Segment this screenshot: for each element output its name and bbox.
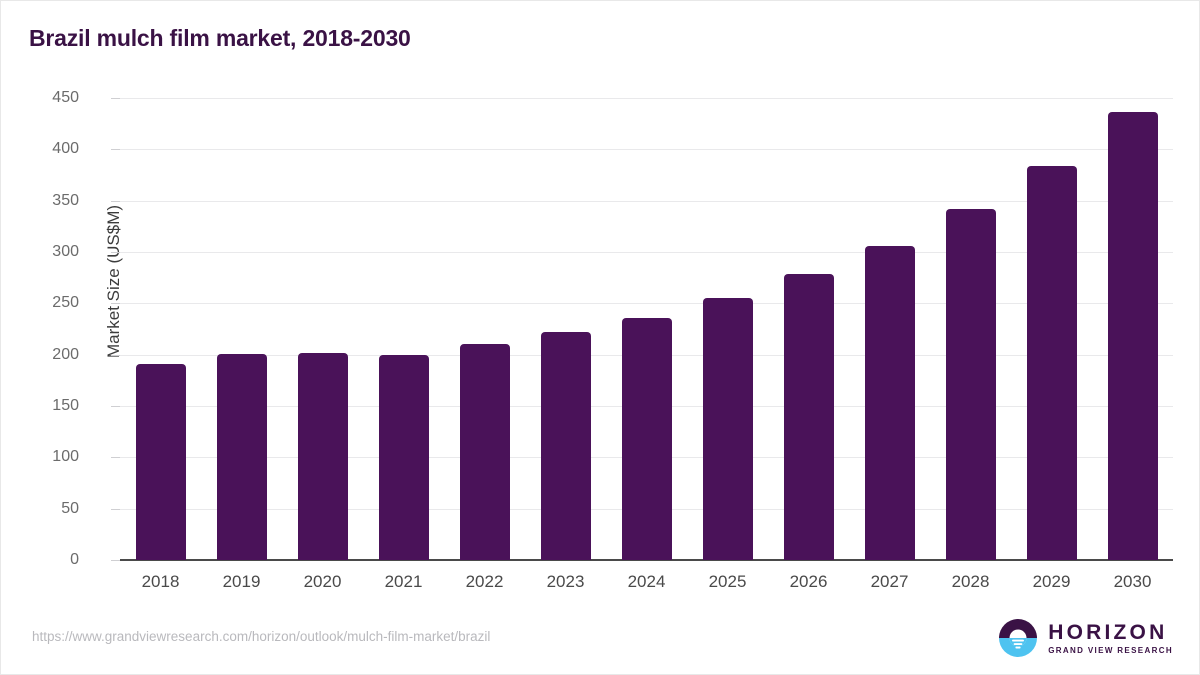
bar[interactable] (621, 317, 672, 560)
bar[interactable] (540, 332, 591, 560)
y-axis-tick-label: 300 (52, 243, 79, 260)
x-axis-line (120, 559, 1173, 561)
bar[interactable] (945, 208, 996, 560)
y-axis-tick-mark (111, 457, 120, 459)
x-axis-tick-label: 2019 (222, 572, 261, 591)
bar-series (120, 98, 1173, 560)
horizon-logo-tagline: GRAND VIEW RESEARCH (1048, 645, 1173, 655)
bar-slot (525, 98, 606, 560)
y-axis-tick-label: 50 (61, 499, 79, 517)
horizon-logo-text: HORIZON GRAND VIEW RESEARCH (1048, 622, 1173, 655)
y-axis-tick-mark (111, 252, 120, 253)
y-axis-tick-mark (111, 98, 120, 99)
x-axis-tick-label: 2027 (870, 572, 909, 591)
x-axis-tick-label: 2026 (789, 572, 828, 591)
source-url[interactable]: https://www.grandviewresearch.com/horizo… (32, 629, 491, 644)
gridline (120, 149, 1173, 151)
plot-area: Market Size (US$M) 0 50 100 150 200 250 300 350… (52, 89, 1173, 591)
y-axis-tick-label: 250 (52, 294, 79, 312)
horizon-logo-icon (999, 619, 1038, 657)
bar-slot (120, 98, 201, 560)
bar[interactable] (702, 298, 753, 560)
x-axis-tick-label: 2028 (951, 572, 990, 591)
y-axis-tick-label: 0 (70, 551, 79, 568)
x-axis-tick-label: 2021 (384, 572, 423, 591)
bar[interactable] (783, 273, 834, 560)
bar[interactable] (297, 352, 348, 560)
y-axis-tick-label: 200 (52, 345, 79, 363)
y-axis-tick-label: 150 (52, 397, 79, 414)
bar-slot (363, 98, 444, 560)
y-axis-tick-label: 450 (52, 89, 79, 106)
gridline (120, 98, 1173, 99)
bar-slot (1011, 98, 1092, 560)
bar-slot (1092, 98, 1173, 560)
y-axis-tick-label: 100 (52, 448, 79, 466)
y-axis-tick-mark (111, 354, 120, 356)
bar-slot (768, 98, 849, 560)
gridline (120, 252, 1173, 253)
bar[interactable] (1107, 112, 1158, 560)
y-axis-tick-label: 350 (52, 191, 79, 209)
y-axis-tick-mark (111, 149, 120, 151)
bar-slot (687, 98, 768, 560)
y-axis-tick-mark (111, 508, 120, 510)
bar[interactable] (378, 354, 429, 560)
bar-slot (201, 98, 282, 560)
horizon-logo[interactable]: HORIZON GRAND VIEW RESEARCH (998, 618, 1173, 658)
bar[interactable] (1026, 165, 1077, 560)
gridline (120, 200, 1173, 202)
y-axis-tick-mark (111, 200, 120, 202)
bar-slot (930, 98, 1011, 560)
x-axis-tick-label: 2024 (627, 572, 666, 591)
bar-slot (282, 98, 363, 560)
y-axis-tick-mark (111, 303, 120, 305)
y-axis-tick-mark (111, 560, 120, 561)
bar[interactable] (459, 344, 510, 560)
gridline (120, 303, 1173, 305)
bar[interactable] (216, 353, 267, 560)
y-axis-tick-mark (111, 406, 120, 407)
x-axis-tick-label: 2020 (303, 572, 342, 591)
bar-slot (606, 98, 687, 560)
x-axis-tick-label: 2023 (546, 572, 585, 591)
x-axis-tick-label: 2025 (708, 572, 747, 591)
x-axis-tick-label: 2030 (1113, 572, 1152, 591)
bar-slot (849, 98, 930, 560)
chart-title: Brazil mulch film market, 2018-2030 (29, 25, 411, 51)
x-axis-tick-label: 2018 (141, 572, 180, 591)
bar[interactable] (135, 363, 186, 560)
x-axis-tick-label: 2022 (465, 572, 504, 591)
x-axis-tick-label: 2029 (1032, 572, 1071, 591)
y-axis-tick-label: 400 (52, 140, 79, 158)
bar[interactable] (864, 245, 915, 560)
bar-slot (444, 98, 525, 560)
horizon-logo-name: HORIZON (1048, 620, 1168, 644)
